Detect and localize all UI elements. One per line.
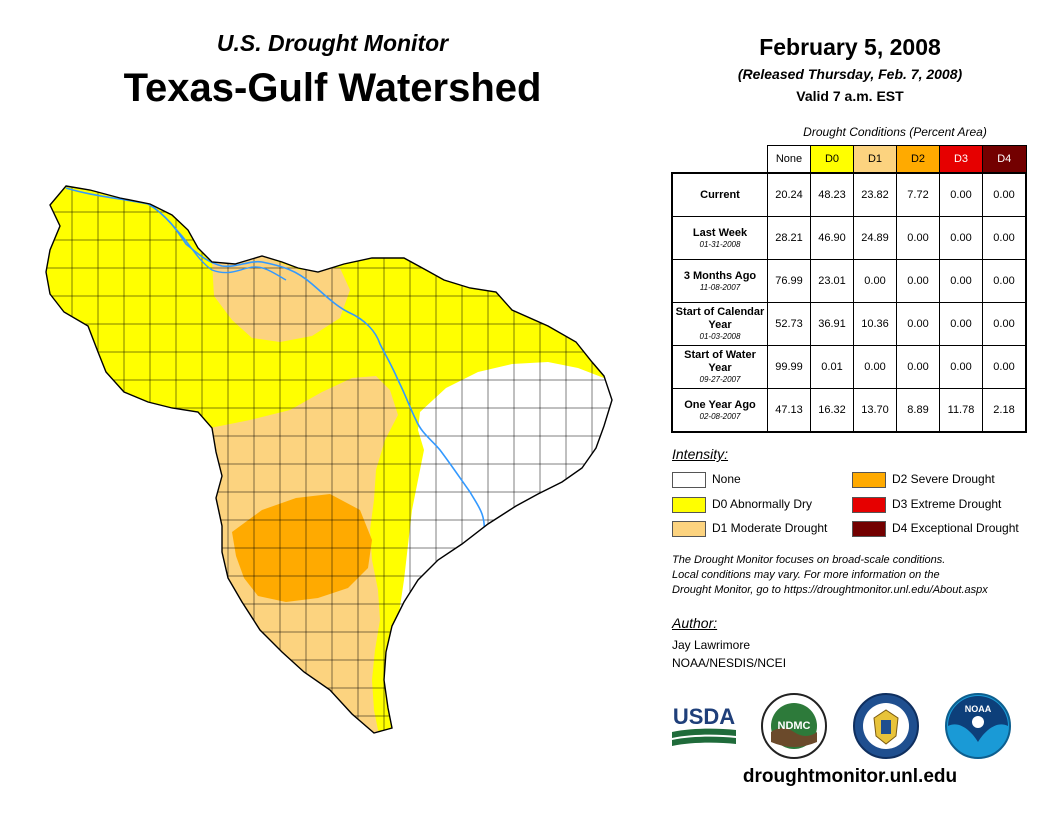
ndmc-logo-text: NDMC: [778, 720, 811, 732]
legend-swatch: [852, 520, 886, 537]
cell-value: 99.99: [767, 345, 811, 389]
row-label: Current: [671, 172, 768, 217]
drought-zones: [46, 186, 612, 733]
cell-value: 0.00: [982, 216, 1027, 260]
cell-value: 0.00: [896, 302, 940, 346]
legend-item-none: None: [672, 471, 741, 488]
row-date: 02-08-2007: [699, 411, 741, 421]
drought-conditions-table: None D0 D1 D2 D3 D4 Current 20.24 48.23 …: [671, 145, 1027, 433]
map-subtitle: U.S. Drought Monitor: [216, 30, 449, 56]
legend-item-d3: D3 Extreme Drought: [852, 496, 1001, 513]
cell-value: 16.32: [810, 388, 854, 433]
table-row: Start of Water Year 09-27-2007 99.99 0.01…: [671, 345, 1027, 389]
cell-value: 24.89: [853, 216, 897, 260]
row-label: 3 Months Ago 11-08-2007: [671, 259, 768, 303]
usda-logo: USDA: [672, 704, 736, 746]
cell-value: 0.00: [896, 345, 940, 389]
legend-item-d4: D4 Exceptional Drought: [852, 520, 1019, 537]
legend-item-d0: D0 Abnormally Dry: [672, 496, 812, 513]
legend-title: Intensity:: [672, 446, 729, 462]
col-d1: D1: [853, 145, 897, 174]
none-zone: [392, 362, 612, 733]
cell-value: 0.00: [939, 172, 983, 217]
cell-value: 13.70: [853, 388, 897, 433]
river-red: [65, 187, 486, 535]
noaa-logo: NOAA: [945, 693, 1011, 759]
drought-map: [45, 185, 613, 734]
cell-value: 0.00: [939, 259, 983, 303]
col-d2: D2: [896, 145, 940, 174]
cell-value: 48.23: [810, 172, 854, 217]
cell-value: 47.13: [767, 388, 811, 433]
cell-value: 46.90: [810, 216, 854, 260]
legend-item-d2: D2 Severe Drought: [852, 471, 995, 488]
map-date: February 5, 2008: [759, 34, 941, 60]
row-date: 01-03-2008: [699, 332, 741, 341]
cell-value: 23.01: [810, 259, 854, 303]
legend-item-d1: D1 Moderate Drought: [672, 520, 827, 537]
cell-value: 0.00: [853, 345, 897, 389]
table-row: Start of Calendar Year 01-03-2008 52.73 3…: [671, 302, 1027, 346]
cell-value: 52.73: [767, 302, 811, 346]
row-label: Last Week 01-31-2008: [671, 216, 768, 260]
usda-logo-text: USDA: [673, 704, 735, 729]
cell-value: 76.99: [767, 259, 811, 303]
d1-north-zone: [212, 256, 350, 342]
row-date: 01-31-2008: [699, 239, 741, 249]
cell-value: 0.00: [982, 172, 1027, 217]
legend-swatch: [672, 520, 706, 537]
river-brazos: [149, 203, 287, 281]
valid-time: Valid 7 a.m. EST: [796, 88, 904, 104]
row-date: 11-08-2007: [699, 282, 741, 292]
cell-value: 20.24: [767, 172, 811, 217]
map-title: Texas-Gulf Watershed: [123, 66, 542, 110]
col-d4: D4: [982, 145, 1027, 174]
author-org: NOAA/NESDIS/NCEI: [672, 656, 787, 670]
cell-value: 0.00: [939, 345, 983, 389]
legend-swatch: [852, 471, 886, 488]
table-row: One Year Ago 02-08-2007 47.13 16.32 13.70…: [671, 388, 1027, 433]
cell-value: 0.00: [982, 302, 1027, 346]
ndmc-logo: NDMC: [761, 693, 827, 759]
row-date: 09-27-2007: [699, 375, 741, 384]
cell-value: 0.00: [896, 216, 940, 260]
col-d0: D0: [810, 145, 854, 174]
website-link[interactable]: droughtmonitor.unl.edu: [742, 766, 958, 787]
noaa-logo-text: NOAA: [965, 704, 992, 714]
cell-value: 0.00: [853, 259, 897, 303]
author-title: Author:: [672, 615, 718, 631]
commerce-seal-icon: [853, 693, 919, 759]
col-none: None: [767, 145, 811, 174]
cell-value: 36.91: [810, 302, 854, 346]
cell-value: 0.00: [939, 302, 983, 346]
cell-value: 23.82: [853, 172, 897, 217]
cell-value: 0.00: [896, 259, 940, 303]
release-date: (Released Thursday, Feb. 7, 2008): [737, 66, 963, 82]
cell-value: 11.78: [939, 388, 983, 433]
cell-value: 0.01: [810, 345, 854, 389]
row-label: Start of Calendar Year 01-03-2008: [671, 302, 768, 346]
cell-value: 2.18: [982, 388, 1027, 433]
legend-swatch: [672, 471, 706, 488]
cell-value: 7.72: [896, 172, 940, 217]
cell-value: 0.00: [939, 216, 983, 260]
watershed-boundary: [45, 185, 613, 734]
table-row: 3 Months Ago 11-08-2007 76.99 23.01 0.00 …: [671, 259, 1027, 303]
legend-swatch: [672, 496, 706, 513]
table-title: Drought Conditions (Percent Area): [803, 125, 987, 139]
cell-value: 0.00: [982, 259, 1027, 303]
author-name: Jay Lawrimore: [672, 638, 751, 652]
cell-value: 0.00: [982, 345, 1027, 389]
cell-value: 8.89: [896, 388, 940, 433]
col-d3: D3: [939, 145, 983, 174]
disclaimer-note: The Drought Monitor focuses on broad-sca…: [672, 554, 988, 596]
cell-value: 28.21: [767, 216, 811, 260]
row-label: Start of Water Year 09-27-2007: [671, 345, 768, 389]
table-row: Current 20.24 48.23 23.82 7.72 0.00 0.00: [671, 172, 1027, 217]
table-header-row: None D0 D1 D2 D3 D4: [672, 145, 1027, 174]
cell-value: 10.36: [853, 302, 897, 346]
legend-swatch: [852, 496, 886, 513]
table-row: Last Week 01-31-2008 28.21 46.90 24.89 0.…: [671, 216, 1027, 260]
row-label: One Year Ago 02-08-2007: [671, 388, 768, 433]
